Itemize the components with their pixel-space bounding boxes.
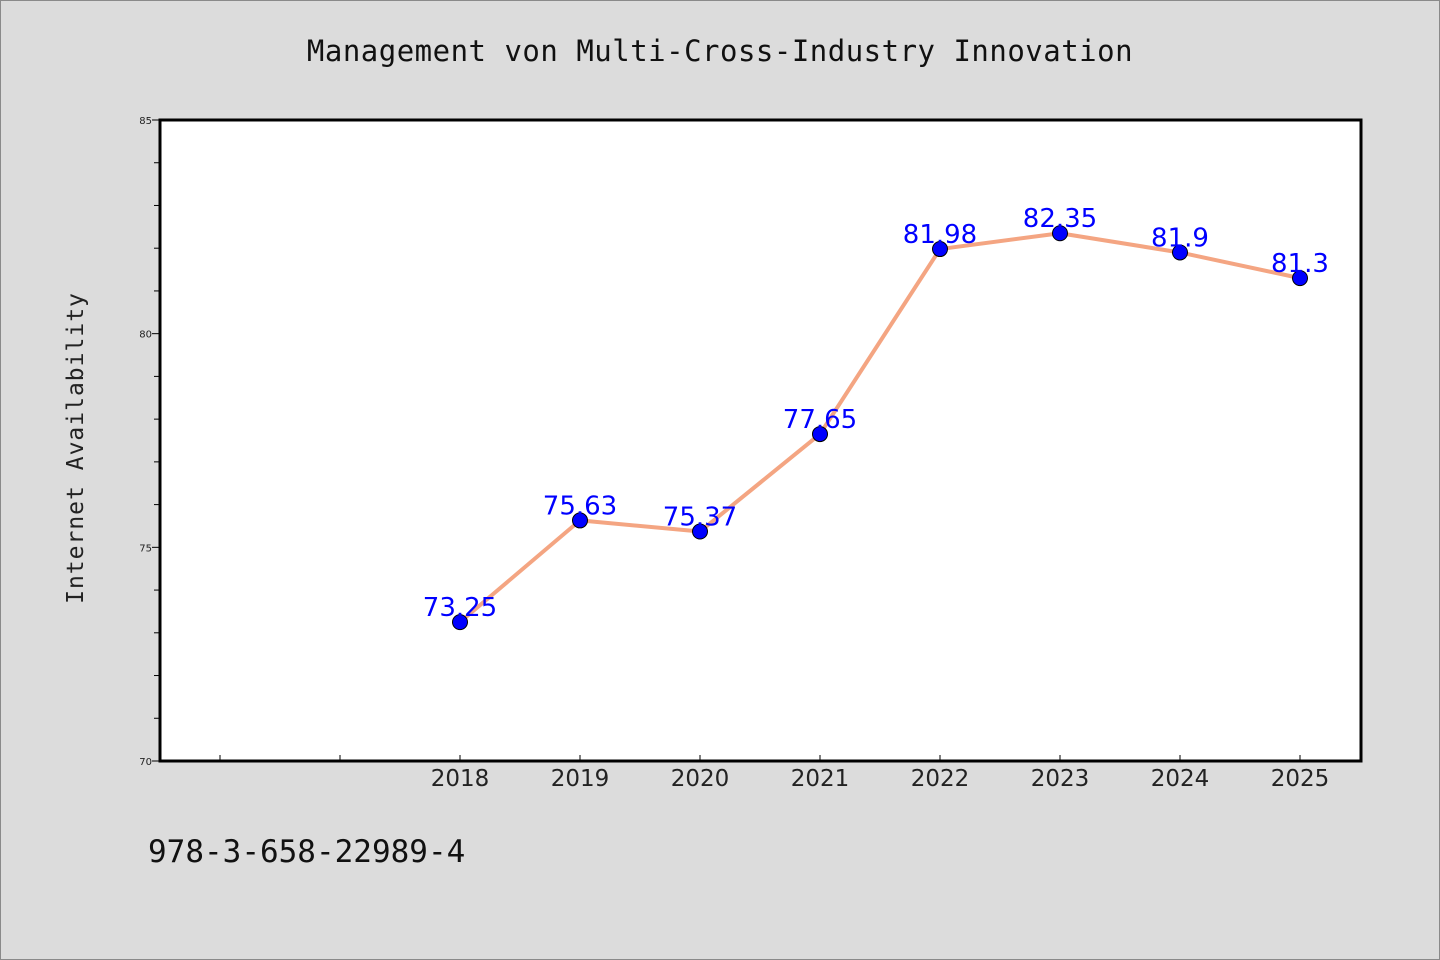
data-point (692, 523, 708, 540)
series-group: 73.25 75.63 75.37 77.65 81.98 82.35 81.9 81.3 (423, 204, 1329, 631)
data-point (812, 426, 828, 443)
x-tick-label: 2021 (791, 766, 850, 792)
y-tick-label: 85 (139, 116, 152, 127)
x-tick-label: 2019 (551, 766, 610, 792)
x-axis-ticks: 2018 2019 2020 2021 2022 2023 2024 2025 (219, 755, 1330, 792)
data-label: 73.25 (423, 593, 497, 623)
x-tick-label: 2020 (671, 766, 730, 792)
y-tick-label: 80 (139, 330, 152, 341)
data-label: 75.37 (663, 503, 737, 533)
data-label: 81.98 (903, 220, 977, 250)
data-point (1292, 270, 1308, 287)
y-axis-ticks: 70 75 80 85 (139, 116, 160, 768)
data-point (1052, 225, 1068, 242)
series-line (458, 231, 1302, 625)
data-label: 81.9 (1151, 223, 1209, 253)
data-point (932, 241, 948, 258)
data-label: 77.65 (783, 405, 857, 435)
x-tick-label: 2024 (1151, 766, 1210, 792)
footnote-isbn: 978-3-658-22989-4 (148, 834, 466, 870)
x-tick-label: 2022 (911, 766, 970, 792)
x-tick-label: 2023 (1031, 766, 1090, 792)
plot-frame (158, 118, 1363, 763)
data-point (1172, 244, 1188, 261)
data-label: 75.63 (543, 491, 617, 521)
data-point (452, 614, 468, 631)
data-label: 82.35 (1023, 204, 1097, 234)
data-label: 81.3 (1271, 249, 1329, 279)
plot-area (160, 120, 1361, 761)
y-tick-label: 70 (139, 757, 152, 768)
data-point (572, 512, 588, 529)
x-tick-label: 2018 (431, 766, 490, 792)
y-tick-label: 75 (139, 543, 152, 554)
x-tick-label: 2025 (1271, 766, 1330, 792)
chart-title: Management von Multi-Cross-Industry Inno… (306, 34, 1134, 68)
